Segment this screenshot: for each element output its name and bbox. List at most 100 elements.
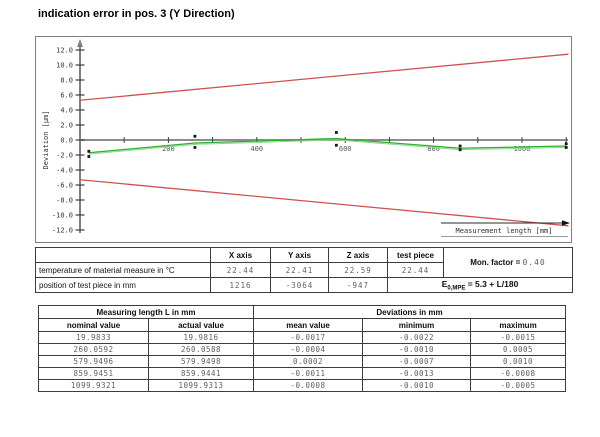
deviation-marker [193, 146, 197, 149]
row-label-position: position of test piece in mm [35, 277, 211, 293]
table-row: 579.9496 579.9498 0.0002 -0.0007 0.0010 [38, 355, 567, 368]
deviation-mean-line [88, 137, 567, 154]
temperature-x: 22.44 [210, 262, 271, 278]
deviation-marker [334, 143, 338, 147]
table-row: position of test piece in mm 1216 -3064 … [35, 277, 573, 293]
table-row: 260.0592 260.0588 -0.0004 -0.0010 0.0005 [38, 343, 567, 356]
cell-actual: 1099.9313 [147, 379, 255, 392]
deviation-return-line [88, 139, 567, 155]
group-header-measuring-length: Measuring length L in mm [37, 305, 255, 319]
cell-mean: -0.0008 [253, 379, 364, 392]
measuring-length-table: Measuring length L in mm Deviations in m… [37, 305, 567, 392]
cell-maximum: 0.0005 [470, 343, 567, 356]
col-header-maximum: maximum [470, 318, 567, 332]
position-y: -3064 [270, 277, 329, 293]
x-tick-label: 1000 [514, 145, 531, 153]
cell-actual: 260.0588 [147, 343, 255, 356]
y-axis-title: Deviation [µm] [42, 110, 50, 169]
y-tick-label: -8.0 [56, 196, 73, 204]
table-row: 19.9833 19.9816 -0.0017 -0.0022 -0.0015 [38, 331, 567, 344]
empty-corner-cell [35, 247, 211, 263]
cell-actual: 19.9816 [147, 331, 255, 344]
cell-minimum: -0.0022 [362, 331, 472, 344]
mpe-limit-line [79, 53, 569, 101]
group-header-deviations: Deviations in mm [253, 305, 567, 319]
y-tick-label: -6.0 [56, 181, 73, 189]
deviation-marker [564, 142, 568, 146]
y-tick-label: 4.0 [60, 106, 73, 114]
mon-factor-label: Mon. factor = [470, 258, 521, 267]
cell-maximum: 0.0010 [470, 355, 567, 368]
deviation-chart: -12.0 -10.0 -8.0 -6.0 -4.0 -2.0 0.0 2.0 4.0 6.0 8.… [35, 36, 572, 243]
col-header-z-axis: Z axis [328, 247, 388, 263]
y-tick-label: 0.0 [60, 136, 73, 144]
deviation-marker [193, 134, 197, 138]
y-tick-label: -12.0 [52, 226, 73, 234]
x-tick-label: 200 [162, 145, 175, 153]
cell-nominal: 19.9833 [38, 331, 149, 344]
position-z: -947 [328, 277, 388, 293]
cell-maximum: -0.0015 [470, 331, 567, 344]
cell-nominal: 579.9496 [38, 355, 149, 368]
y-tick-label: 10.0 [56, 61, 73, 69]
col-header-test-piece: test piece [387, 247, 444, 263]
y-axis-arrow-icon [77, 39, 83, 47]
table-row: 859.9451 859.9441 -0.0011 -0.0013 -0.000… [38, 367, 567, 380]
deviation-marker [458, 144, 462, 148]
position-x: 1216 [210, 277, 271, 293]
mpe-formula-subscript: 0,MPE [447, 285, 466, 292]
col-header-minimum: minimum [362, 318, 472, 332]
y-tick-label: -4.0 [56, 166, 73, 174]
table-row: X axis Y axis Z axis test piece Mon. fac… [35, 247, 573, 278]
cell-maximum: -0.0008 [470, 367, 567, 380]
col-header-x-axis: X axis [210, 247, 271, 263]
col-header-actual: actual value [147, 318, 255, 332]
mpe-formula-cell: E0,MPE = 5.3 + L/180 [387, 277, 573, 293]
col-header-mean: mean value [253, 318, 364, 332]
temperature-y: 22.41 [270, 262, 329, 278]
deviation-marker [458, 148, 462, 152]
temperature-z: 22.59 [328, 262, 388, 278]
cell-mean: -0.0004 [253, 343, 364, 356]
mpe-formula-rest: = 5.3 + L/180 [465, 278, 519, 289]
col-header-nominal: nominal value [38, 318, 149, 332]
y-tick-label: 8.0 [60, 76, 73, 84]
cell-actual: 579.9498 [147, 355, 255, 368]
mon-factor-value: 0.40 [522, 258, 546, 267]
y-tick-label: 12.0 [56, 46, 73, 54]
x-tick-label: 800 [427, 145, 440, 153]
col-header-y-axis: Y axis [270, 247, 329, 263]
x-axis-title-arrow-icon [562, 220, 570, 226]
table-row: Measuring length L in mm Deviations in m… [37, 305, 567, 319]
page-title: indication error in pos. 3 (Y Direction) [38, 8, 235, 20]
deviation-marker [334, 131, 338, 134]
deviation-marker [87, 149, 91, 153]
cell-nominal: 859.9451 [38, 367, 149, 380]
deviation-marker [564, 146, 568, 149]
cell-mean: -0.0011 [253, 367, 364, 380]
cell-maximum: -0.0005 [470, 379, 567, 392]
table-row: temperature of material measure in °C 22… [35, 262, 573, 278]
cell-mean: -0.0017 [253, 331, 364, 344]
table-row: 1099.9321 1099.9313 -0.0008 -0.0010 -0.0… [38, 379, 567, 392]
deviation-marker [87, 155, 91, 158]
cell-nominal: 260.0592 [38, 343, 149, 356]
y-tick-label: 6.0 [60, 91, 73, 99]
cell-minimum: -0.0007 [362, 355, 472, 368]
mon-factor-cell: Mon. factor = 0.40 [443, 247, 573, 278]
row-label-temperature: temperature of material measure in °C [35, 262, 211, 278]
cell-minimum: -0.0010 [362, 343, 472, 356]
y-tick-label: -10.0 [52, 211, 73, 219]
x-tick-label: 400 [250, 145, 263, 153]
cell-minimum: -0.0010 [362, 379, 472, 392]
x-tick-label: 600 [339, 145, 352, 153]
temperature-test-piece: 22.44 [387, 262, 444, 278]
y-tick-label: -2.0 [56, 151, 73, 159]
mpe-limit-line [79, 179, 569, 227]
cell-nominal: 1099.9321 [38, 379, 149, 392]
mpe-formula-prefix: E [441, 278, 448, 289]
x-axis-title: Measurement length [mm] [456, 227, 553, 235]
environment-table: X axis Y axis Z axis test piece Mon. fac… [35, 247, 573, 293]
cell-minimum: -0.0013 [362, 367, 472, 380]
